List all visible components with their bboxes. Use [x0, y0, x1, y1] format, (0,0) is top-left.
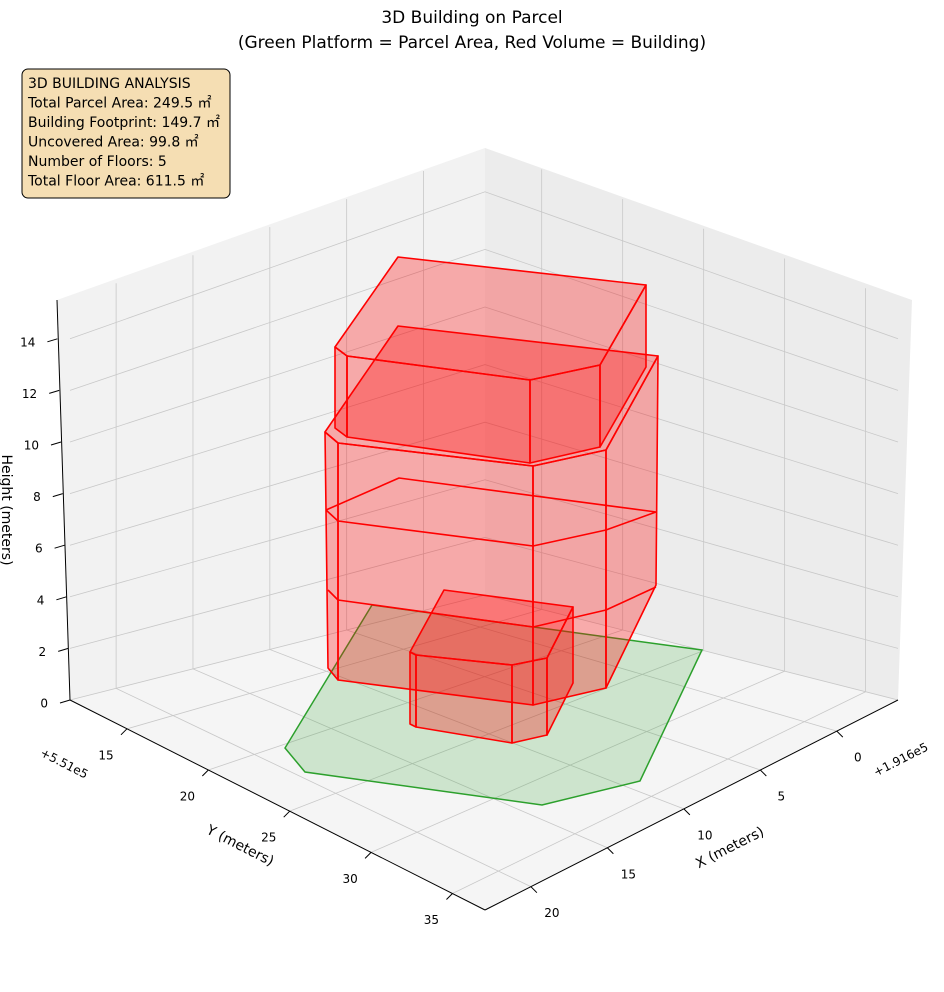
annotation-line: Uncovered Area: 99.8 ㎡ [28, 135, 199, 151]
building-face [511, 657, 548, 744]
y-axis-label: Y (meters) [203, 822, 277, 870]
z-tick [49, 389, 60, 394]
annotation-box [21, 68, 231, 199]
x-axis-line [484, 699, 899, 911]
y-tick-label: 15 [98, 748, 113, 762]
axes [47, 299, 899, 911]
grid-line [69, 306, 899, 443]
x-tick [683, 808, 691, 816]
building-face [599, 284, 647, 448]
grid-line [69, 191, 899, 340]
x-tick-label: 10 [697, 828, 712, 842]
x-tick [607, 847, 614, 855]
z-tick [54, 544, 65, 549]
annotation-line: Building Footprint: 149.7 ㎡ [28, 115, 220, 131]
building-top [324, 325, 659, 467]
x-tick [836, 730, 844, 738]
y-tick [120, 728, 128, 736]
x-tick-label: 20 [544, 906, 559, 920]
z-tick-label: 2 [39, 645, 47, 659]
y-tick [446, 893, 453, 900]
y-tick [201, 769, 209, 777]
y-tick-label: 20 [180, 790, 195, 804]
building [324, 256, 659, 744]
y-tick-label: 30 [342, 872, 357, 886]
y-axis-line [69, 699, 486, 911]
z-tick-label: 10 [24, 439, 39, 453]
grid-line [69, 479, 899, 598]
annotation-line: 3D BUILDING ANALYSIS [28, 76, 191, 92]
z-axis-line [56, 299, 71, 701]
z-tick-label: 4 [37, 593, 45, 607]
x-tick-label: 5 [778, 790, 786, 804]
z-tick-label: 0 [40, 697, 48, 711]
floor-line [325, 477, 657, 547]
chart-title: 3D Building on Parcel [381, 8, 562, 28]
z-tick [50, 441, 62, 446]
x-tick-label: 0 [854, 751, 862, 765]
annotation-line: Total Floor Area: 611.5 ㎡ [27, 174, 204, 190]
z-tick [58, 647, 69, 652]
annotation: 3D BUILDING ANALYSIS Total Parcel Area: 2… [27, 76, 220, 190]
z-tick-label: 6 [35, 542, 43, 556]
x-tick [530, 886, 538, 894]
building-face [334, 346, 348, 438]
y-tick-label: 25 [261, 831, 276, 845]
building-face [529, 364, 601, 464]
z-tick-label: 14 [20, 335, 35, 349]
z-tick-label: 8 [33, 490, 41, 504]
building-face [409, 651, 417, 728]
z-tick [52, 493, 63, 498]
annotation-line: Total Parcel Area: 249.5 ㎡ [27, 96, 212, 112]
building-face [324, 431, 339, 681]
chart-subtitle: (Green Platform = Parcel Area, Red Volum… [238, 33, 706, 53]
grid-line [69, 364, 899, 494]
annotation-line: Number of Floors: 5 [28, 154, 167, 170]
floor-line [327, 586, 657, 628]
z-tick [47, 338, 58, 343]
y-tick [283, 810, 291, 818]
grid [69, 169, 899, 894]
x-offset-label: +1.916e5 [871, 740, 930, 779]
z-tick [59, 699, 71, 704]
x-tick [759, 769, 767, 777]
y-offset-label: +5.51e5 [38, 746, 91, 782]
grid-line [69, 421, 899, 546]
z-tick [56, 596, 67, 601]
building-face [546, 606, 574, 736]
y-tick-label: 35 [424, 913, 439, 927]
y-tick [364, 851, 372, 859]
z-axis-label: Height (meters) [0, 454, 14, 565]
building-face [415, 654, 513, 744]
grid-line [69, 536, 899, 649]
grid-line [69, 248, 899, 391]
z-tick-label: 12 [22, 387, 37, 401]
x-tick-label: 15 [621, 867, 636, 881]
